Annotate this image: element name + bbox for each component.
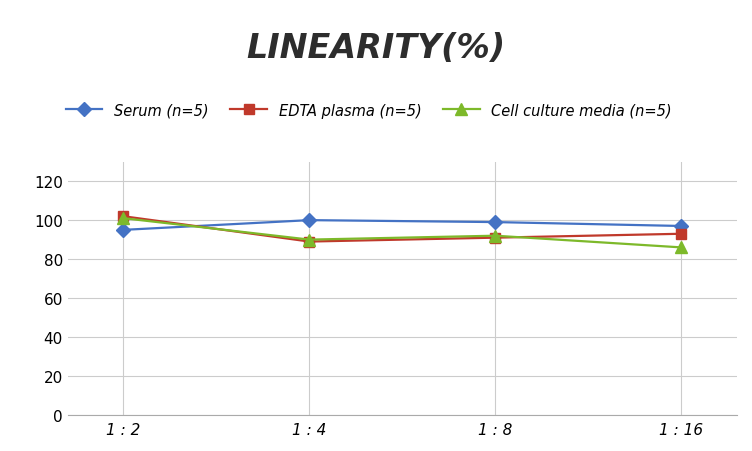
Serum (n=5) (305, 218, 314, 223)
Line: EDTA plasma (n=5): EDTA plasma (n=5) (119, 212, 686, 247)
Serum (n=5) (677, 224, 686, 229)
Serum (n=5) (491, 220, 500, 226)
Cell culture media (n=5) (305, 237, 314, 243)
Cell culture media (n=5) (119, 216, 128, 221)
Serum (n=5) (119, 228, 128, 233)
Line: Serum (n=5): Serum (n=5) (119, 216, 686, 235)
Line: Cell culture media (n=5): Cell culture media (n=5) (118, 213, 687, 253)
Legend: Serum (n=5), EDTA plasma (n=5), Cell culture media (n=5): Serum (n=5), EDTA plasma (n=5), Cell cul… (60, 97, 678, 124)
Cell culture media (n=5) (491, 234, 500, 239)
EDTA plasma (n=5) (119, 214, 128, 220)
Text: LINEARITY(%): LINEARITY(%) (247, 32, 505, 64)
Cell culture media (n=5) (677, 245, 686, 251)
EDTA plasma (n=5) (491, 235, 500, 241)
EDTA plasma (n=5) (305, 239, 314, 245)
EDTA plasma (n=5) (677, 231, 686, 237)
